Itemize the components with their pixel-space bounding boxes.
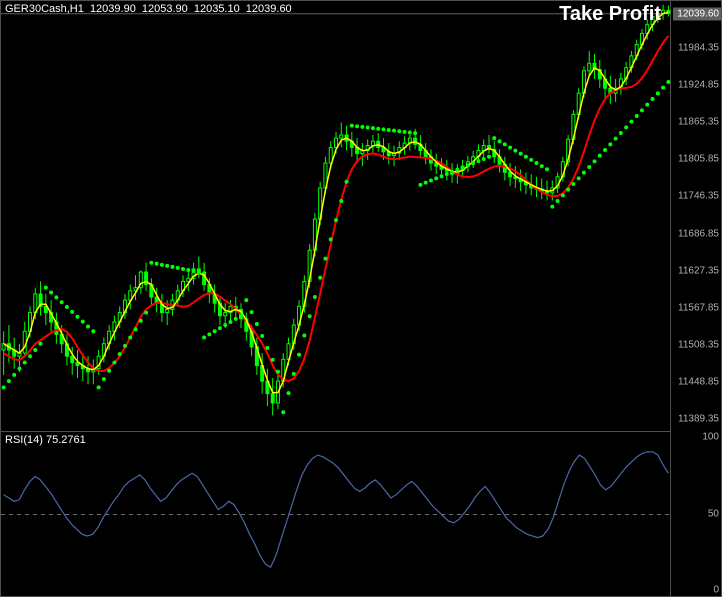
- price-y-tick: 11686.85: [671, 228, 719, 239]
- price-high: 12053.90: [142, 3, 188, 15]
- price-y-axis: 12039.60 11984.35 11924.85 11865.35 11805.85…: [671, 1, 721, 431]
- price-y-tick: 11508.35: [671, 339, 719, 350]
- rsi-y-axis: 100 50 0: [671, 431, 721, 596]
- rsi-y-tick: 50: [671, 508, 719, 519]
- price-y-tick: 11389.35: [671, 413, 719, 424]
- ohlc-info-bar: GER30Cash,H1 12039.90 12053.90 12035.10 …: [5, 3, 295, 15]
- current-price-tag: 12039.60: [673, 7, 721, 20]
- price-y-tick: 11448.85: [671, 376, 719, 387]
- price-y-tick: 11865.35: [671, 117, 719, 128]
- price-low: 12035.10: [194, 3, 240, 15]
- price-close: 12039.60: [246, 3, 292, 15]
- price-y-tick: 11805.85: [671, 154, 719, 165]
- price-chart-panel[interactable]: [1, 1, 671, 431]
- rsi-y-tick: 100: [671, 432, 719, 443]
- price-y-tick: 11567.85: [671, 302, 719, 313]
- price-y-tick: 11627.35: [671, 265, 719, 276]
- trading-chart[interactable]: GER30Cash,H1 12039.90 12053.90 12035.10 …: [0, 0, 722, 597]
- rsi-panel[interactable]: RSI(14) 75.2761: [1, 431, 671, 596]
- symbol-timeframe: GER30Cash,H1: [5, 3, 84, 15]
- price-open: 12039.90: [90, 3, 136, 15]
- take-profit-label: Take Profit: [559, 3, 661, 26]
- price-y-tick: 11746.35: [671, 191, 719, 202]
- price-y-tick: 11984.35: [671, 43, 719, 54]
- rsi-svg: [1, 432, 671, 597]
- rsi-y-tick: 0: [671, 585, 719, 596]
- rsi-indicator-label: RSI(14) 75.2761: [5, 434, 86, 446]
- price-chart-svg: [1, 1, 671, 431]
- price-y-tick: 11924.85: [671, 80, 719, 91]
